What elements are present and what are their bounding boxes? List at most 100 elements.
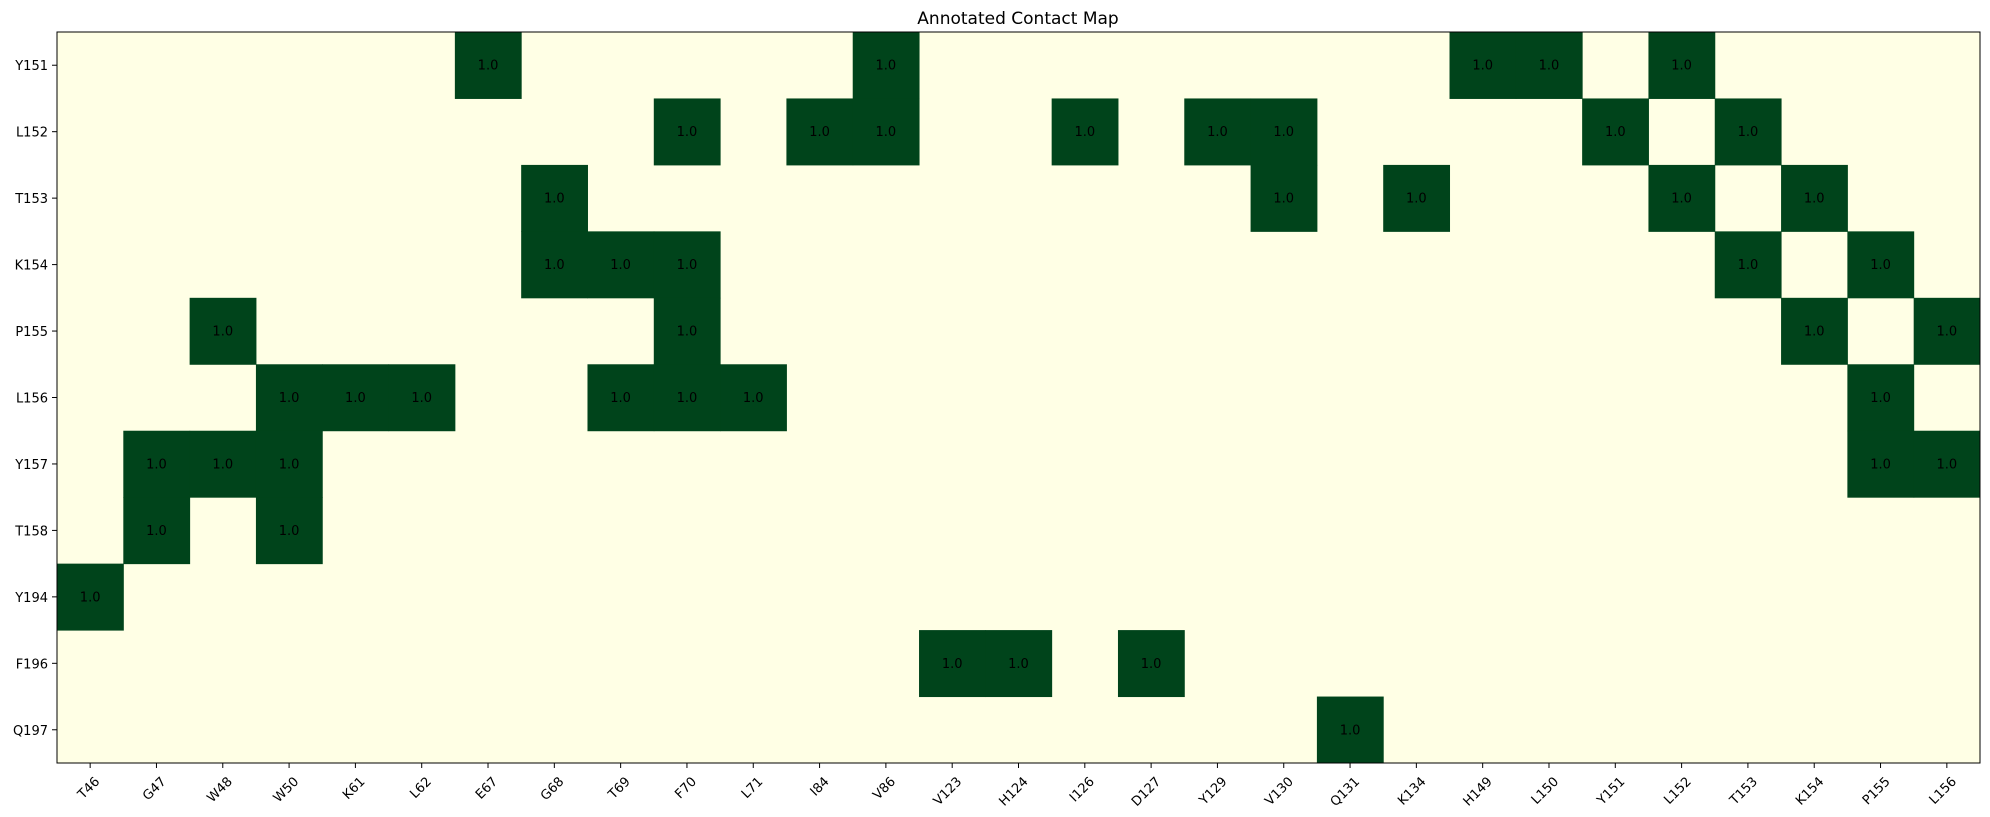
cell-value-label: 1.0: [677, 391, 698, 406]
cell-value-label: 1.0: [1472, 59, 1493, 74]
x-tick-label: D127: [1129, 774, 1164, 809]
heatmap-cell: [1250, 164, 1318, 232]
heatmap-cell: [653, 231, 721, 299]
x-tick-label: I84: [808, 774, 833, 799]
heatmap-cell: [1714, 231, 1782, 299]
heatmap-cell: [1383, 164, 1451, 232]
heatmap-cell: [1184, 98, 1252, 166]
cell-value-label: 1.0: [1804, 325, 1825, 340]
cell-value-label: 1.0: [876, 59, 897, 74]
y-tick-label: P155: [15, 325, 48, 340]
cell-value-label: 1.0: [544, 192, 565, 207]
cell-value-label: 1.0: [279, 524, 300, 539]
y-tick-label: Y194: [14, 591, 48, 606]
x-tick-label: F70: [672, 774, 700, 802]
y-tick-label: Y151: [14, 59, 48, 74]
x-tick-label: T153: [1726, 774, 1760, 808]
x-tick-label: Q131: [1328, 774, 1363, 809]
x-tick-label: L152: [1661, 774, 1694, 807]
x-tick-label: V123: [931, 774, 965, 808]
y-tick-label: Y157: [14, 458, 48, 473]
heatmap-cell: [786, 98, 854, 166]
cell-value-label: 1.0: [1605, 125, 1626, 140]
cell-value-label: 1.0: [610, 258, 631, 273]
cell-value-label: 1.0: [1207, 125, 1228, 140]
heatmap-cell: [521, 231, 588, 299]
y-tick-label: F196: [16, 657, 48, 672]
heatmap-cell: [653, 297, 721, 365]
x-tick-label: Y151: [1594, 774, 1628, 808]
cell-value-label: 1.0: [1406, 192, 1427, 207]
cell-value-label: 1.0: [478, 59, 499, 74]
cell-value-label: 1.0: [1671, 192, 1692, 207]
heatmap-cell: [587, 231, 655, 299]
heatmap-cell: [189, 430, 257, 498]
x-tick-label: G47: [140, 774, 169, 803]
heatmap-cell: [653, 364, 721, 432]
cell-value-label: 1.0: [677, 325, 698, 340]
heatmap-cell: [1847, 231, 1915, 299]
heatmap-cell: [189, 297, 257, 365]
chart-title: Annotated Contact Map: [917, 9, 1118, 29]
x-tick-label: L71: [739, 774, 766, 801]
x-tick-label: H149: [1461, 774, 1496, 809]
cell-value-label: 1.0: [544, 258, 565, 273]
y-tick-label: L156: [16, 392, 48, 407]
x-tick-label: W50: [271, 774, 302, 805]
heatmap-cell: [852, 98, 920, 166]
cell-value-label: 1.0: [1340, 723, 1361, 738]
heatmap-cell: [57, 563, 124, 631]
heatmap-cell: [1714, 98, 1782, 166]
heatmap-cell: [587, 364, 655, 432]
cell-value-label: 1.0: [279, 457, 300, 472]
heatmap-cell: [123, 430, 191, 498]
x-tick-label: G68: [538, 774, 567, 803]
heatmap-cell: [123, 497, 191, 565]
heatmap-cell: [255, 497, 323, 565]
heatmap-cell: [1250, 98, 1318, 166]
y-tick-label: T153: [14, 192, 48, 207]
cell-value-label: 1.0: [677, 125, 698, 140]
heatmap-cell: [852, 32, 920, 99]
x-tick-label: I126: [1067, 774, 1098, 805]
cell-value-label: 1.0: [1937, 325, 1958, 340]
x-tick-label: L156: [1927, 774, 1960, 807]
x-tick-label: T46: [75, 774, 104, 803]
heatmap-cell: [454, 32, 522, 99]
cell-value-label: 1.0: [1539, 59, 1560, 74]
heatmap-cell: [1449, 32, 1517, 99]
heatmap-cell: [322, 364, 390, 432]
heatmap-cell: [1847, 430, 1915, 498]
x-tick-label: V130: [1262, 774, 1296, 808]
heatmap-cell: [1913, 430, 1981, 498]
heatmap-cell: [1316, 696, 1384, 764]
heatmap-cell: [1781, 164, 1848, 232]
cell-value-label: 1.0: [212, 325, 233, 340]
cell-value-label: 1.0: [743, 391, 764, 406]
cell-value-label: 1.0: [1937, 457, 1958, 472]
y-tick-label: Q197: [13, 724, 48, 739]
cell-value-label: 1.0: [1008, 657, 1029, 672]
heatmap-cell: [1051, 98, 1119, 166]
heatmap-cell: [653, 98, 721, 166]
y-tick-label: T158: [14, 524, 48, 539]
cell-value-label: 1.0: [1870, 391, 1891, 406]
heatmap-cell: [985, 630, 1053, 698]
cell-value-label: 1.0: [411, 391, 432, 406]
cell-value-label: 1.0: [1738, 258, 1759, 273]
x-tick-label: L62: [407, 774, 434, 801]
heatmap-cell: [521, 164, 588, 232]
cell-value-label: 1.0: [146, 524, 167, 539]
x-tick-label: T69: [605, 774, 634, 803]
cell-value-label: 1.0: [677, 258, 698, 273]
cell-value-label: 1.0: [610, 391, 631, 406]
x-tick-label: K154: [1793, 774, 1827, 808]
heatmap-cell: [1781, 297, 1848, 365]
y-tick-label: L152: [16, 126, 48, 141]
heatmap-cell: [388, 364, 456, 432]
x-tick-label: P155: [1860, 774, 1894, 808]
heatmap-cell: [1117, 630, 1185, 698]
cell-value-label: 1.0: [1870, 258, 1891, 273]
cell-value-label: 1.0: [1074, 125, 1095, 140]
